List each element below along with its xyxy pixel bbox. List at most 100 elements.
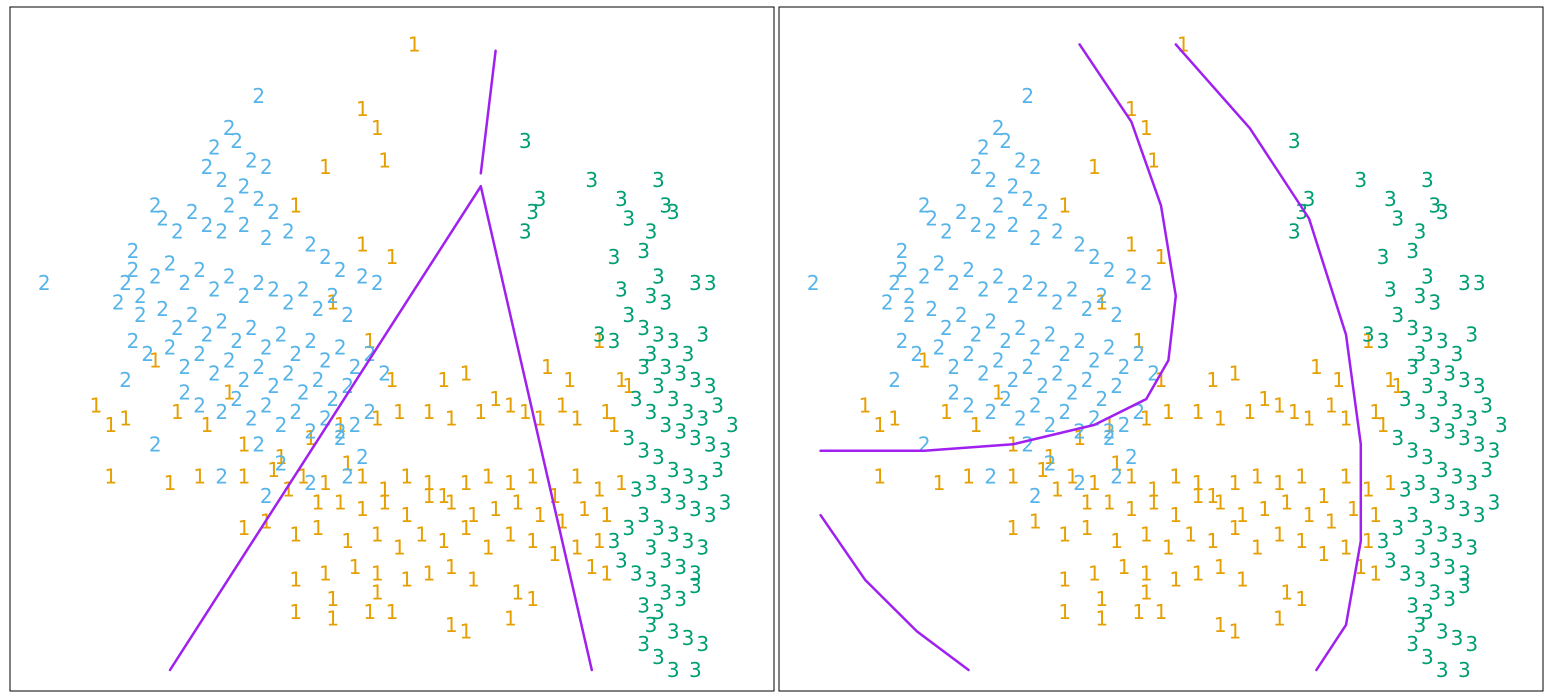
point-class-3: 3 (608, 529, 621, 553)
point-class-1: 1 (593, 329, 606, 353)
point-class-2: 2 (119, 271, 132, 295)
point-class-2: 2 (260, 484, 273, 508)
point-class-3: 3 (689, 426, 702, 450)
point-class-1: 1 (378, 490, 391, 514)
right-panel-frame (778, 6, 1544, 692)
point-class-2: 2 (149, 265, 162, 289)
point-class-1: 1 (571, 536, 584, 560)
point-class-1: 1 (1147, 477, 1160, 501)
point-class-2: 2 (903, 303, 916, 327)
right-panel-boundaries (819, 43, 1363, 672)
point-class-3: 3 (1414, 284, 1427, 308)
point-class-1: 1 (1273, 394, 1286, 418)
point-class-2: 2 (1095, 284, 1108, 308)
point-class-1: 1 (356, 97, 369, 121)
point-class-2: 2 (334, 258, 347, 282)
point-class-1: 1 (1036, 458, 1049, 482)
point-class-1: 1 (386, 245, 399, 269)
point-class-3: 3 (1399, 477, 1412, 501)
point-class-3: 3 (1406, 632, 1419, 656)
point-class-2: 2 (297, 278, 310, 302)
point-class-3: 3 (674, 361, 687, 385)
point-class-3: 3 (674, 490, 687, 514)
point-class-1: 1 (541, 355, 554, 379)
point-class-3: 3 (637, 632, 650, 656)
point-class-2: 2 (201, 213, 214, 237)
point-class-2: 2 (319, 245, 332, 269)
point-class-1: 1 (1088, 561, 1101, 585)
point-class-1: 1 (341, 452, 354, 476)
point-class-1: 1 (408, 32, 421, 56)
point-class-2: 2 (119, 368, 132, 392)
point-class-3: 3 (1406, 355, 1419, 379)
point-class-3: 3 (1465, 536, 1478, 560)
point-class-2: 2 (223, 116, 236, 140)
point-class-1: 1 (1340, 406, 1353, 430)
point-class-3: 3 (1465, 471, 1478, 495)
point-class-1: 1 (873, 413, 886, 437)
point-class-2: 2 (1110, 374, 1123, 398)
point-class-2: 2 (171, 316, 184, 340)
point-class-2: 2 (1088, 245, 1101, 269)
point-class-1: 1 (1125, 497, 1138, 521)
point-class-1: 1 (267, 458, 280, 482)
point-class-3: 3 (519, 129, 532, 153)
point-class-2: 2 (999, 387, 1012, 411)
point-class-1: 1 (482, 465, 495, 489)
point-class-1: 1 (319, 155, 332, 179)
point-class-1: 1 (319, 561, 332, 585)
point-class-2: 2 (252, 187, 265, 211)
point-class-2: 2 (1044, 413, 1057, 437)
point-class-1: 1 (1295, 587, 1308, 611)
point-class-2: 2 (1036, 200, 1049, 224)
point-class-3: 3 (615, 278, 628, 302)
point-class-2: 2 (1044, 452, 1057, 476)
point-class-1: 1 (423, 484, 436, 508)
point-class-1: 1 (1214, 555, 1227, 579)
point-class-1: 1 (1081, 516, 1094, 540)
point-class-2: 2 (1036, 374, 1049, 398)
point-class-2: 2 (1058, 342, 1071, 366)
point-class-2: 2 (127, 329, 140, 353)
point-class-1: 1 (504, 394, 517, 418)
point-class-3: 3 (1458, 497, 1471, 521)
point-class-1: 1 (371, 581, 384, 605)
point-class-1: 1 (363, 600, 376, 624)
point-class-1: 1 (437, 529, 450, 553)
point-class-2: 2 (896, 329, 909, 353)
point-class-3: 3 (1465, 406, 1478, 430)
point-class-3: 3 (585, 168, 598, 192)
point-class-2: 2 (312, 297, 325, 321)
point-class-3: 3 (667, 200, 680, 224)
point-class-1: 1 (534, 503, 547, 527)
point-class-3: 3 (659, 290, 672, 314)
point-class-1: 1 (511, 581, 524, 605)
point-class-3: 3 (674, 419, 687, 443)
point-class-2: 2 (1051, 290, 1064, 314)
point-class-1: 1 (1073, 426, 1086, 450)
point-class-3: 3 (1377, 529, 1390, 553)
point-class-1: 1 (371, 561, 384, 585)
point-class-1: 1 (445, 490, 458, 514)
point-class-3: 3 (689, 368, 702, 392)
point-class-3: 3 (689, 561, 702, 585)
point-class-1: 1 (593, 529, 606, 553)
point-class-2: 2 (1021, 432, 1034, 456)
point-class-2: 2 (260, 155, 273, 179)
point-class-1: 1 (371, 406, 384, 430)
point-class-1: 1 (1095, 290, 1108, 314)
point-class-2: 2 (208, 361, 221, 385)
point-class-3: 3 (667, 458, 680, 482)
point-class-2: 2 (38, 271, 51, 295)
point-class-2: 2 (215, 465, 228, 489)
point-class-2: 2 (984, 400, 997, 424)
point-class-2: 2 (1044, 323, 1057, 347)
point-class-1: 1 (504, 471, 517, 495)
point-class-2: 2 (245, 316, 258, 340)
point-class-3: 3 (659, 355, 672, 379)
point-class-2: 2 (1021, 84, 1034, 108)
point-class-3: 3 (1458, 426, 1471, 450)
point-class-2: 2 (933, 336, 946, 360)
point-class-3: 3 (1414, 568, 1427, 592)
